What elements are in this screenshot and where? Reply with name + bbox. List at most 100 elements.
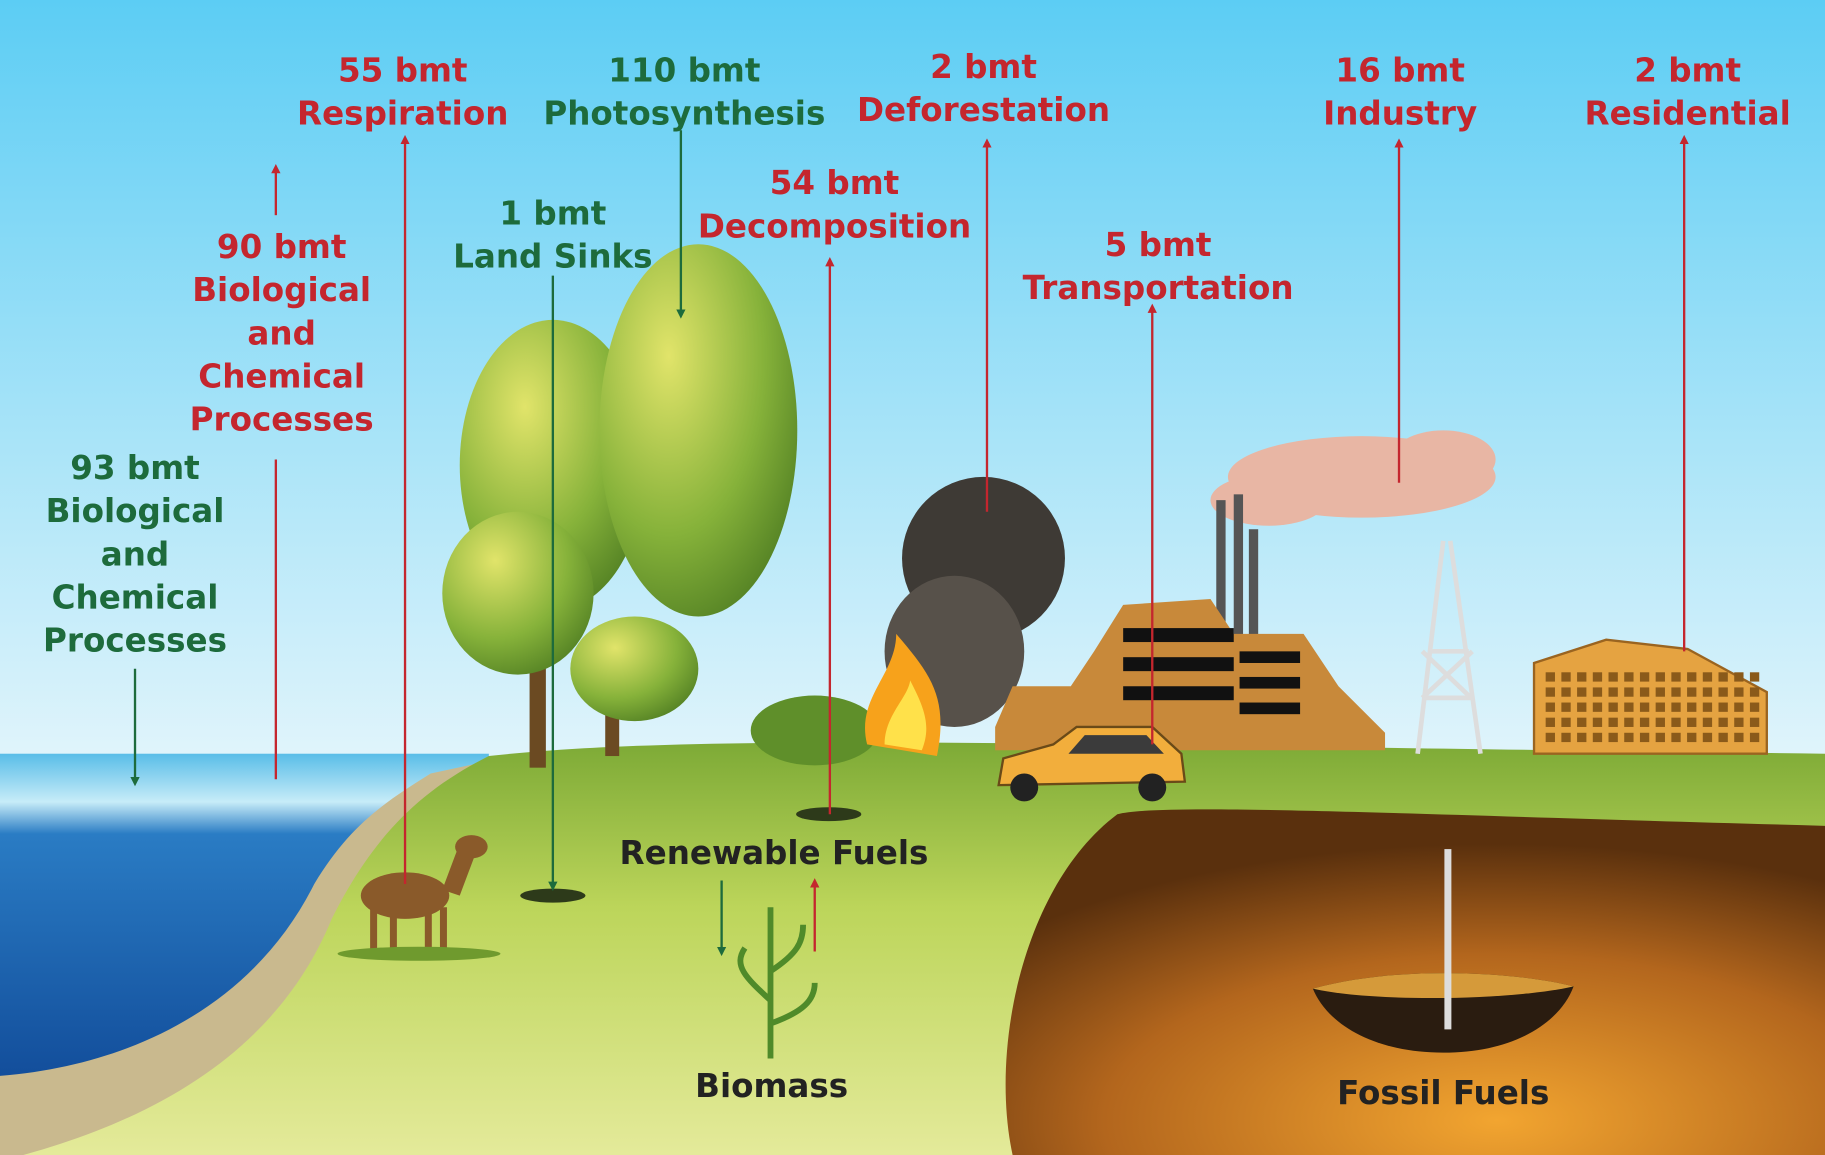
window [1577, 687, 1586, 696]
window [1577, 718, 1586, 727]
flow-amount: 110 bmt [608, 51, 760, 89]
flow-label: Respiration [297, 94, 508, 132]
flow-amount: 2 bmt [930, 48, 1037, 86]
flow-label: Decomposition [698, 207, 971, 245]
window [1750, 703, 1759, 712]
flow-amount: 5 bmt [1105, 226, 1212, 264]
flow-label-line: Biological [46, 492, 225, 530]
window [1624, 718, 1633, 727]
window [1656, 703, 1665, 712]
window [1577, 733, 1586, 742]
window [1609, 703, 1618, 712]
window [1593, 672, 1602, 681]
window [1687, 733, 1696, 742]
page: {"flows": [ {"amount": "55 bmt", "label"… [0, 0, 1825, 1155]
window [1687, 672, 1696, 681]
shadow [338, 947, 501, 961]
flow-label: Deforestation [857, 91, 1110, 129]
window [1703, 733, 1712, 742]
window [1687, 687, 1696, 696]
window [1561, 703, 1570, 712]
window [1703, 718, 1712, 727]
window [1719, 687, 1728, 696]
window [1593, 687, 1602, 696]
window [1609, 718, 1618, 727]
window [1750, 672, 1759, 681]
window [1546, 687, 1555, 696]
carbon-cycle-diagram: 55 bmt Respiration 110 bmt Photosynthesis 2 … [0, 0, 1825, 1155]
flow-label: Industry [1323, 94, 1477, 132]
window [1656, 672, 1665, 681]
window [1687, 718, 1696, 727]
window [1546, 733, 1555, 742]
flow-label-line: Chemical [52, 578, 219, 616]
window [1719, 672, 1728, 681]
window [1609, 672, 1618, 681]
flow-label-line: and [247, 314, 315, 352]
flow-amount: 55 bmt [338, 51, 468, 89]
flow-label-line: Processes [190, 400, 374, 438]
window [1624, 733, 1633, 742]
flow-label-line: Biological [192, 271, 371, 309]
flow-label-line: and [101, 535, 169, 573]
window [1577, 703, 1586, 712]
window [1561, 718, 1570, 727]
flow-amount: 1 bmt [499, 194, 606, 232]
window [1640, 687, 1649, 696]
window [1609, 733, 1618, 742]
flow-amount: 2 bmt [1634, 51, 1741, 89]
window [1624, 672, 1633, 681]
flow-label: Land Sinks [453, 238, 652, 276]
reservoir-label: Biomass [695, 1067, 848, 1105]
window [1609, 687, 1618, 696]
window [1671, 672, 1680, 681]
window [1656, 733, 1665, 742]
window [1671, 718, 1680, 727]
flow-label: Photosynthesis [543, 94, 825, 132]
window [1656, 718, 1665, 727]
window [1671, 703, 1680, 712]
window [1719, 703, 1728, 712]
flow-amount: 93 bmt [70, 449, 200, 487]
window [1624, 703, 1633, 712]
window [1734, 703, 1743, 712]
reservoir-label: Renewable Fuels [620, 834, 929, 872]
window [1640, 672, 1649, 681]
window [1703, 672, 1712, 681]
window [1734, 733, 1743, 742]
window [1624, 687, 1633, 696]
window [1750, 733, 1759, 742]
window [1656, 687, 1665, 696]
window [1750, 718, 1759, 727]
hole [520, 889, 585, 903]
flow-label: Residential [1585, 94, 1791, 132]
window [1593, 733, 1602, 742]
window [1593, 718, 1602, 727]
window [1640, 718, 1649, 727]
window [1561, 672, 1570, 681]
window [1546, 718, 1555, 727]
window [1671, 733, 1680, 742]
window [1750, 687, 1759, 696]
window [1561, 733, 1570, 742]
window [1593, 703, 1602, 712]
flow-label: Transportation [1023, 269, 1294, 307]
flow-amount: 90 bmt [217, 228, 347, 266]
window [1546, 672, 1555, 681]
window [1719, 733, 1728, 742]
window [1577, 672, 1586, 681]
window [1546, 703, 1555, 712]
window [1734, 687, 1743, 696]
flow-amount: 16 bmt [1335, 51, 1465, 89]
flow-label-line: Chemical [198, 357, 365, 395]
reservoir-label: Fossil Fuels [1337, 1074, 1549, 1112]
window [1734, 672, 1743, 681]
window [1719, 718, 1728, 727]
flow-amount: 54 bmt [770, 164, 900, 202]
window [1640, 703, 1649, 712]
window [1734, 718, 1743, 727]
window [1703, 687, 1712, 696]
window [1640, 733, 1649, 742]
window [1561, 687, 1570, 696]
flow-label-line: Processes [43, 621, 227, 659]
